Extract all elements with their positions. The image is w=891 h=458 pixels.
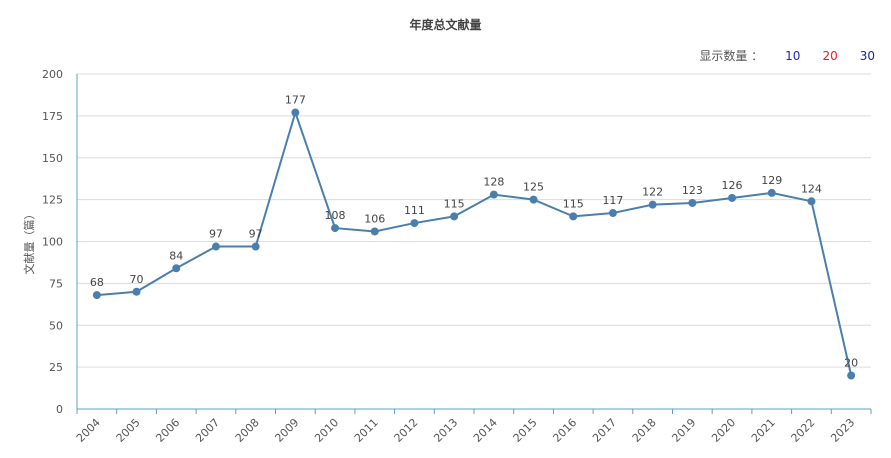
data-point[interactable]	[767, 188, 776, 197]
data-point[interactable]	[529, 195, 538, 204]
grid-lines	[77, 73, 871, 368]
x-tick-label: 2019	[669, 416, 698, 445]
x-tick-label: 2020	[709, 416, 738, 445]
data-point[interactable]	[450, 212, 459, 221]
x-tick-label: 2013	[431, 416, 460, 445]
x-tick-label: 2018	[630, 416, 659, 445]
data-label: 108	[325, 209, 346, 222]
data-label: 111	[404, 204, 425, 217]
x-tick-label: 2017	[590, 416, 619, 445]
data-point[interactable]	[728, 193, 737, 202]
series-line-path	[96, 109, 853, 376]
data-label: 125	[523, 181, 544, 194]
data-label: 84	[169, 249, 183, 262]
y-tick-label: 25	[49, 361, 63, 374]
x-tick-label: 2015	[511, 416, 540, 445]
series-line	[96, 109, 853, 376]
x-tick-label: 2022	[789, 416, 818, 445]
data-label: 117	[602, 194, 623, 207]
x-tick-label: 2006	[153, 416, 182, 445]
data-label: 126	[722, 179, 743, 192]
x-tick-labels: 2004 2005 2006 2007 2008 2009 2010 2011 2012 2013…	[74, 416, 857, 445]
data-point[interactable]	[608, 209, 617, 218]
data-point[interactable]	[211, 242, 220, 251]
data-label: 68	[90, 276, 104, 289]
data-point[interactable]	[410, 219, 419, 228]
chart-title: 年度总文献量	[409, 18, 482, 32]
y-tick-label: 150	[42, 152, 63, 165]
x-tick-label: 2004	[74, 416, 103, 445]
data-label: 177	[285, 94, 306, 107]
x-tick-label: 2021	[749, 416, 778, 445]
data-points	[92, 108, 856, 380]
data-point[interactable]	[92, 291, 101, 300]
count-option-30[interactable]: 30	[859, 48, 875, 63]
x-tick-label: 2011	[352, 416, 381, 445]
y-tick-label: 75	[49, 277, 63, 290]
count-option-20[interactable]: 20	[822, 48, 838, 63]
data-point[interactable]	[172, 264, 181, 273]
x-tick-label: 2016	[550, 416, 579, 445]
data-point[interactable]	[251, 242, 260, 251]
data-label: 97	[249, 228, 263, 241]
axes	[76, 74, 872, 414]
x-tick-label: 2014	[471, 416, 500, 445]
x-tick-label: 2007	[193, 416, 222, 445]
x-tick-label: 2023	[828, 416, 857, 445]
data-label: 106	[364, 212, 385, 225]
data-point[interactable]	[489, 190, 498, 199]
data-label: 70	[130, 273, 144, 286]
y-tick-label: 125	[42, 194, 63, 207]
y-tick-label: 200	[42, 68, 63, 81]
y-tick-label: 175	[42, 110, 63, 123]
data-point[interactable]	[331, 224, 340, 233]
data-point[interactable]	[132, 287, 141, 296]
x-tick-label: 2012	[392, 416, 421, 445]
data-label: 115	[563, 197, 584, 210]
data-label: 122	[642, 186, 663, 199]
data-labels: 68 70 84 97 97 177 108 106 111 115 128 125 115 117 122…	[90, 94, 858, 370]
data-label: 115	[444, 197, 465, 210]
y-tick-label: 100	[42, 236, 63, 249]
data-point[interactable]	[688, 198, 697, 207]
data-point[interactable]	[648, 200, 657, 209]
y-tick-labels: 0 25 50 75 100 125 150 175 200	[42, 68, 63, 416]
data-label: 123	[682, 184, 703, 197]
data-point[interactable]	[569, 212, 578, 221]
x-tick-label: 2010	[312, 416, 341, 445]
display-count-selector: 显示数量 ： 10 20 30	[699, 47, 875, 64]
x-tick-label: 2009	[272, 416, 301, 445]
data-label: 129	[761, 174, 782, 187]
data-label: 124	[801, 182, 822, 195]
y-tick-label: 0	[56, 403, 63, 416]
x-tick-label: 2005	[114, 416, 143, 445]
data-point[interactable]	[370, 227, 379, 236]
data-point[interactable]	[291, 108, 300, 117]
data-point[interactable]	[847, 371, 856, 380]
data-label: 20	[844, 357, 858, 370]
y-tick-label: 50	[49, 319, 63, 332]
data-label: 97	[209, 228, 223, 241]
data-label: 128	[483, 176, 504, 189]
x-tick-label: 2008	[233, 416, 262, 445]
display-count-label: 显示数量 ：	[699, 49, 764, 63]
count-option-10[interactable]: 10	[785, 48, 801, 63]
y-axis-label: 文献量（篇）	[22, 209, 36, 275]
data-point[interactable]	[807, 197, 816, 206]
